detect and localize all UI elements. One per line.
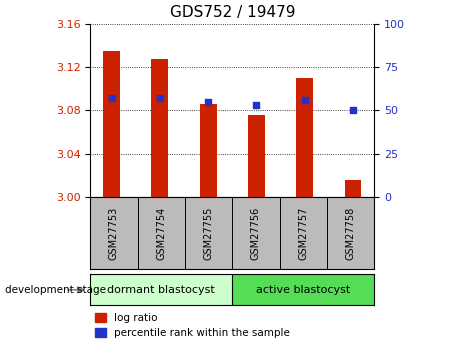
- Point: [108, 96, 115, 101]
- Text: development stage: development stage: [5, 285, 106, 295]
- Text: GSM27756: GSM27756: [251, 206, 261, 259]
- Bar: [345, 180, 361, 197]
- Text: GSM27758: GSM27758: [345, 206, 356, 259]
- Bar: [103, 51, 120, 197]
- Point: [253, 102, 260, 108]
- Bar: [296, 78, 313, 197]
- Point: [156, 96, 163, 101]
- Legend: log ratio, percentile rank within the sample: log ratio, percentile rank within the sa…: [96, 313, 290, 338]
- Bar: [232, 274, 374, 305]
- Text: GSM27754: GSM27754: [156, 206, 166, 259]
- Text: dormant blastocyst: dormant blastocyst: [107, 285, 215, 295]
- Text: GSM27755: GSM27755: [203, 206, 214, 259]
- Bar: [152, 59, 168, 197]
- Bar: [200, 104, 216, 197]
- Point: [301, 97, 308, 103]
- Point: [204, 99, 212, 105]
- Text: GSM27757: GSM27757: [298, 206, 308, 259]
- Title: GDS752 / 19479: GDS752 / 19479: [170, 5, 295, 20]
- Text: GSM27753: GSM27753: [109, 206, 119, 259]
- Point: [350, 108, 357, 113]
- Bar: [248, 115, 265, 197]
- Bar: [90, 274, 232, 305]
- Text: active blastocyst: active blastocyst: [256, 285, 350, 295]
